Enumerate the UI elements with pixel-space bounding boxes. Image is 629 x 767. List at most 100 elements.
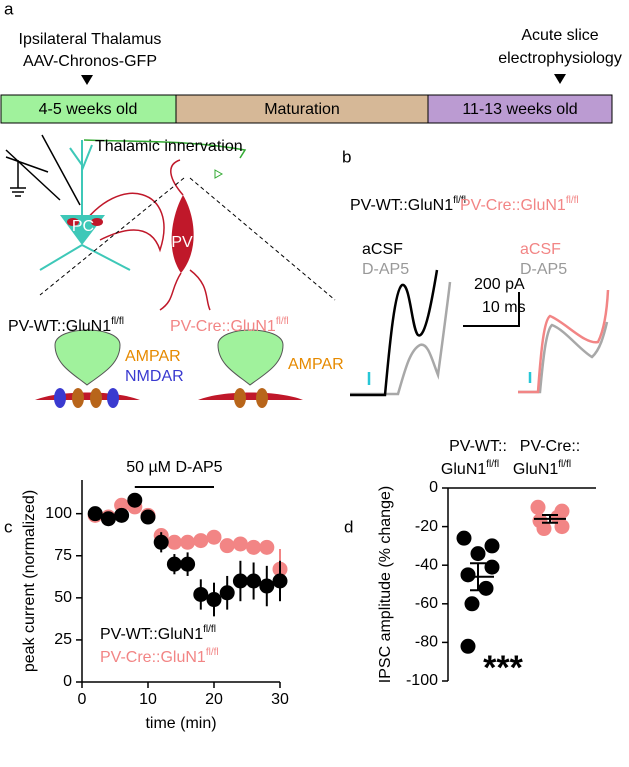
y-tick-label: -20 xyxy=(415,518,438,535)
legend-label: D-AP5 xyxy=(362,261,409,278)
superscript: fl/fl xyxy=(453,195,466,206)
point xyxy=(478,580,494,596)
receptor-label: NMDAR xyxy=(125,368,184,385)
point xyxy=(114,507,130,523)
panel-label: c xyxy=(4,517,13,536)
point xyxy=(232,536,248,552)
point xyxy=(460,567,476,583)
group-name: GluN1 xyxy=(441,461,486,478)
y-tick-label: -40 xyxy=(415,556,438,573)
schematic xyxy=(5,134,336,408)
scale-label: 200 pA xyxy=(474,276,525,293)
superscript: fl/fl xyxy=(276,316,289,327)
point xyxy=(484,559,500,575)
genotype-label: PV-WT::GluN1fl/fl xyxy=(350,195,466,215)
arrow xyxy=(554,74,566,84)
point xyxy=(193,533,209,549)
legend-label: D-AP5 xyxy=(520,261,567,278)
genotype: PV-WT::GluN1 xyxy=(8,318,111,335)
point xyxy=(87,506,103,522)
genotype-label: PV-Cre::GluN1fl/fl xyxy=(170,316,289,336)
point xyxy=(206,592,222,608)
genotype-label: PV-WT::GluN1fl/fl xyxy=(8,316,124,336)
point xyxy=(166,534,182,550)
group-label: PV-Cre:: xyxy=(520,438,580,455)
point xyxy=(456,530,472,546)
timeline-note: Ipsilateral Thalamus xyxy=(19,31,162,48)
receptor-label: AMPAR xyxy=(288,356,344,373)
y-tick-label: 0 xyxy=(429,479,438,496)
genotype-label: PV-Cre::GluN1fl/fl xyxy=(460,195,579,215)
stage xyxy=(175,94,429,124)
y-tick-label: 50 xyxy=(54,589,72,606)
receptor-label: AMPAR xyxy=(125,348,181,365)
point xyxy=(484,538,500,554)
legend-label: aCSF xyxy=(362,241,403,258)
timeline-note: AAV-Chronos-GFP xyxy=(23,53,157,70)
y-tick-label: -80 xyxy=(415,634,438,651)
x-tick-label: 30 xyxy=(271,691,289,708)
traces xyxy=(350,269,610,397)
arrow xyxy=(81,75,93,85)
stage xyxy=(0,94,177,124)
point xyxy=(166,556,182,572)
point xyxy=(246,539,262,555)
legend-name: PV-WT::GluN1 xyxy=(100,626,203,643)
point xyxy=(153,534,169,550)
x-tick-label: 10 xyxy=(139,691,157,708)
point xyxy=(530,499,546,515)
point xyxy=(470,546,486,562)
stage-label: 4-5 weeks old xyxy=(39,101,138,118)
error-bar xyxy=(470,562,486,592)
point xyxy=(100,511,116,527)
y-tick-label: 25 xyxy=(54,631,72,648)
y-axis-label: peak current (normalized) xyxy=(21,490,38,672)
genotype: PV-WT::GluN1 xyxy=(350,197,453,214)
schematic-label: Thalamic innervation xyxy=(95,138,243,155)
x-tick-label: 20 xyxy=(205,691,223,708)
point xyxy=(127,492,143,508)
cell-label: PV xyxy=(171,234,193,251)
timeline-note: electrophysiology xyxy=(498,50,622,67)
genotype: PV-Cre::GluN1 xyxy=(170,318,276,335)
superscript: fl/fl xyxy=(486,459,499,470)
stage xyxy=(427,94,613,124)
panel-label: b xyxy=(342,147,351,166)
superscript: fl/fl xyxy=(111,316,124,327)
annotation: *** xyxy=(483,649,523,687)
point xyxy=(246,573,262,589)
superscript: fl/fl xyxy=(206,647,219,658)
point xyxy=(460,638,476,654)
point xyxy=(140,509,156,525)
point xyxy=(219,538,235,554)
error-bar xyxy=(542,514,558,524)
cell-label: PC xyxy=(72,218,94,235)
x-axis-label: time (min) xyxy=(145,715,216,732)
genotype: PV-Cre::GluN1 xyxy=(460,197,566,214)
y-tick-label: 0 xyxy=(63,673,72,690)
panel-label: d xyxy=(344,517,353,536)
legend-label: aCSF xyxy=(520,241,561,258)
legend-label: PV-WT::GluN1fl/fl xyxy=(100,624,216,644)
y-tick-label: -60 xyxy=(415,595,438,612)
point xyxy=(232,573,248,589)
x-tick-label: 0 xyxy=(78,691,87,708)
point xyxy=(259,578,275,594)
point xyxy=(259,539,275,555)
group-name: GluN1 xyxy=(513,461,558,478)
superscript: fl/fl xyxy=(203,624,216,635)
group-label: GluN1fl/fl xyxy=(441,459,499,479)
y-tick-label: -100 xyxy=(406,672,438,689)
stage-label: Maturation xyxy=(264,101,340,118)
point xyxy=(536,521,552,537)
point xyxy=(180,534,196,550)
point xyxy=(180,556,196,572)
point xyxy=(193,586,209,602)
timeline-note: Acute slice xyxy=(521,27,598,44)
scale-label: 10 ms xyxy=(482,299,526,316)
y-tick-label: 100 xyxy=(45,505,72,522)
group-label: PV-WT:: xyxy=(449,438,507,455)
y-axis-label: IPSC amplitude (% change) xyxy=(377,486,394,683)
superscript: fl/fl xyxy=(566,195,579,206)
